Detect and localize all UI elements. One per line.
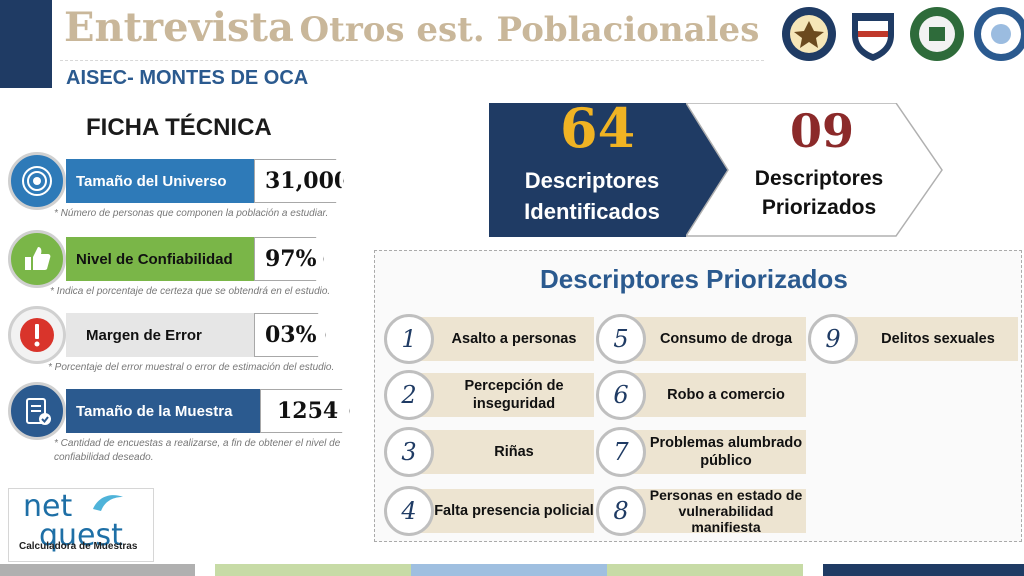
confiabilidad-label: Nivel de Confiabilidad bbox=[66, 237, 262, 281]
descriptor-number: 2 bbox=[384, 370, 434, 420]
muestra-value: 1254 bbox=[260, 389, 350, 433]
muestra-note: * Cantidad de encuestas a realizarse, a … bbox=[54, 438, 341, 463]
prioritized-label-line2: Priorizados bbox=[761, 196, 877, 220]
footer-stripe bbox=[803, 564, 823, 576]
alert-icon bbox=[8, 306, 66, 364]
identified-label: Descriptores Identificados bbox=[492, 166, 692, 228]
descriptor-number: 4 bbox=[384, 486, 434, 536]
identified-label-line1: Descriptores bbox=[524, 168, 660, 193]
descriptor-text: Robo a comercio bbox=[626, 373, 806, 417]
descriptor-text: Problemas alumbrado público bbox=[626, 430, 806, 474]
netquest-brand-bottom: quest bbox=[39, 517, 123, 553]
universo-value: 31,000 bbox=[254, 159, 344, 203]
header-left-bar bbox=[0, 0, 52, 88]
netquest-swoosh-icon bbox=[93, 495, 123, 511]
police-emblem-icon bbox=[908, 4, 966, 64]
descriptor-text: Personas en estado de vulnerabilidad man… bbox=[626, 487, 806, 535]
descriptor-text: Consumo de droga bbox=[626, 317, 806, 361]
title-divider bbox=[60, 60, 764, 61]
netquest-brand-top: net bbox=[23, 489, 73, 524]
margen-label: Margen de Error bbox=[66, 313, 260, 357]
descriptor-number: 3 bbox=[384, 427, 434, 477]
muestra-label: Tamaño de la Muestra bbox=[66, 389, 262, 433]
ficha-row-margen: Margen de Error 03% bbox=[8, 306, 348, 364]
identified-label-line2: Identificados bbox=[524, 198, 660, 224]
ficha-row-universo: Tamaño del Universo 31,000 bbox=[8, 152, 348, 210]
descriptor-item-9: Delitos sexuales 9 bbox=[808, 314, 1018, 364]
title-rest: Otros est. Poblacionales bbox=[299, 10, 760, 50]
universo-label: Tamaño del Universo bbox=[66, 159, 266, 203]
descriptor-text: Percepción de inseguridad bbox=[414, 373, 594, 417]
us-embassy-seal-icon bbox=[780, 4, 838, 64]
descriptor-item-7: Problemas alumbrado público 7 bbox=[596, 427, 806, 477]
descriptor-number: 9 bbox=[808, 314, 858, 364]
footer-stripes bbox=[0, 564, 1024, 576]
identified-box bbox=[489, 103, 731, 237]
descriptor-number: 5 bbox=[596, 314, 646, 364]
clipboard-check-icon bbox=[8, 382, 66, 440]
descriptor-item-1: Asalto a personas 1 bbox=[384, 314, 594, 364]
netquest-caption: Calculadora de Muestras bbox=[19, 541, 138, 552]
prioritized-count: 09 bbox=[790, 104, 855, 158]
footer-stripe bbox=[823, 564, 1024, 576]
page-title: Entrevista Otros est. Poblacionales bbox=[64, 4, 759, 51]
footer-stripe bbox=[195, 564, 215, 576]
descriptor-item-5: Consumo de droga 5 bbox=[596, 314, 806, 364]
ministry-seal-icon bbox=[972, 4, 1024, 64]
descriptor-text: Riñas bbox=[414, 430, 594, 474]
logos-row bbox=[780, 4, 1024, 64]
descriptor-text: Delitos sexuales bbox=[838, 317, 1018, 361]
descriptores-title: Descriptores Priorizados bbox=[540, 264, 848, 294]
page-subtitle: AISEC- MONTES DE OCA bbox=[66, 67, 309, 89]
margen-note: * Porcentaje del error muestral o error … bbox=[48, 362, 335, 373]
ficha-row-muestra: Tamaño de la Muestra 1254 bbox=[8, 382, 350, 440]
netquest-brand: net quest bbox=[23, 489, 123, 553]
prioritized-label-line1: Descriptores bbox=[754, 167, 884, 190]
prioritized-box bbox=[686, 103, 943, 237]
descriptor-item-4: Falta presencia policial 4 bbox=[384, 486, 594, 536]
fuerza-publica-shield-icon bbox=[844, 4, 902, 64]
descriptor-text: Falta presencia policial bbox=[414, 489, 594, 533]
descriptor-item-3: Riñas 3 bbox=[384, 427, 594, 477]
identified-count: 64 bbox=[560, 96, 636, 160]
descriptor-number: 1 bbox=[384, 314, 434, 364]
footer-stripe bbox=[607, 564, 803, 576]
descriptor-text: Asalto a personas bbox=[414, 317, 594, 361]
footer-stripe bbox=[411, 564, 607, 576]
descriptor-number: 6 bbox=[596, 370, 646, 420]
target-icon bbox=[8, 152, 66, 210]
ficha-row-confiabilidad: Nivel de Confiabilidad 97% bbox=[8, 230, 348, 288]
confiabilidad-value: 97% bbox=[254, 237, 324, 281]
prioritized-label: Descriptores Priorizados bbox=[734, 164, 904, 223]
netquest-logo: net quest Calculadora de Muestras bbox=[8, 488, 154, 562]
title-main: Entrevista bbox=[64, 4, 294, 51]
universo-note: * Número de personas que componen la pob… bbox=[54, 208, 329, 219]
footer-stripe bbox=[215, 564, 411, 576]
confiabilidad-note: * Indica el porcentaje de certeza que se… bbox=[50, 286, 331, 297]
footer-stripe bbox=[0, 564, 195, 576]
margen-value: 03% bbox=[254, 313, 326, 357]
descriptor-item-8: Personas en estado de vulnerabilidad man… bbox=[596, 486, 806, 536]
thumbs-up-icon bbox=[8, 230, 66, 288]
descriptor-item-6: Robo a comercio 6 bbox=[596, 370, 806, 420]
ficha-tecnica-title: FICHA TÉCNICA bbox=[86, 114, 272, 141]
descriptor-item-2: Percepción de inseguridad 2 bbox=[384, 370, 594, 420]
descriptor-number: 8 bbox=[596, 486, 646, 536]
descriptor-number: 7 bbox=[596, 427, 646, 477]
